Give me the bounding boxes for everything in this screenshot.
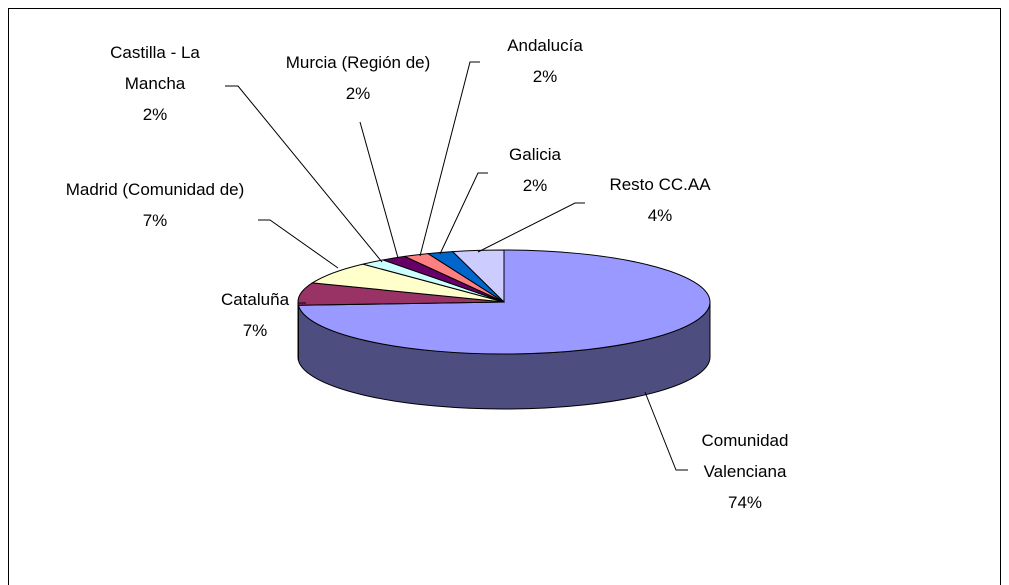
pie-slice (451, 249, 505, 304)
leader-line (477, 202, 585, 253)
chart-border (8, 8, 1001, 585)
leader-line (359, 121, 399, 259)
slice-value-label: 7% (142, 211, 168, 230)
slice-label: Comunidad Valenciana (701, 431, 789, 481)
leader-line (258, 219, 339, 269)
leader-lines (225, 61, 688, 471)
slice-value-label: 7% (242, 321, 268, 340)
slice-value-label: 2% (142, 105, 168, 124)
leader-line (439, 172, 488, 255)
slice-label: Cataluña (220, 290, 290, 309)
slice-value-label: 2% (345, 84, 371, 103)
slice-value-label: 2% (522, 176, 548, 195)
leader-line (225, 85, 383, 263)
slice-value-label: 4% (647, 206, 673, 225)
slice-label: Madrid (Comunidad de) (65, 180, 245, 199)
leader-line (419, 61, 480, 257)
slice-label: Andalucía (507, 36, 583, 55)
slice-value-label: 2% (532, 67, 558, 86)
slice-label: Murcia (Región de) (285, 53, 431, 72)
slice-label: Castilla - La Mancha (110, 43, 200, 93)
slice-label: Galicia (509, 145, 561, 164)
slice-label: Resto CC.AA (609, 175, 711, 194)
leader-line (644, 391, 688, 471)
slice-value-label: 74% (727, 493, 763, 512)
